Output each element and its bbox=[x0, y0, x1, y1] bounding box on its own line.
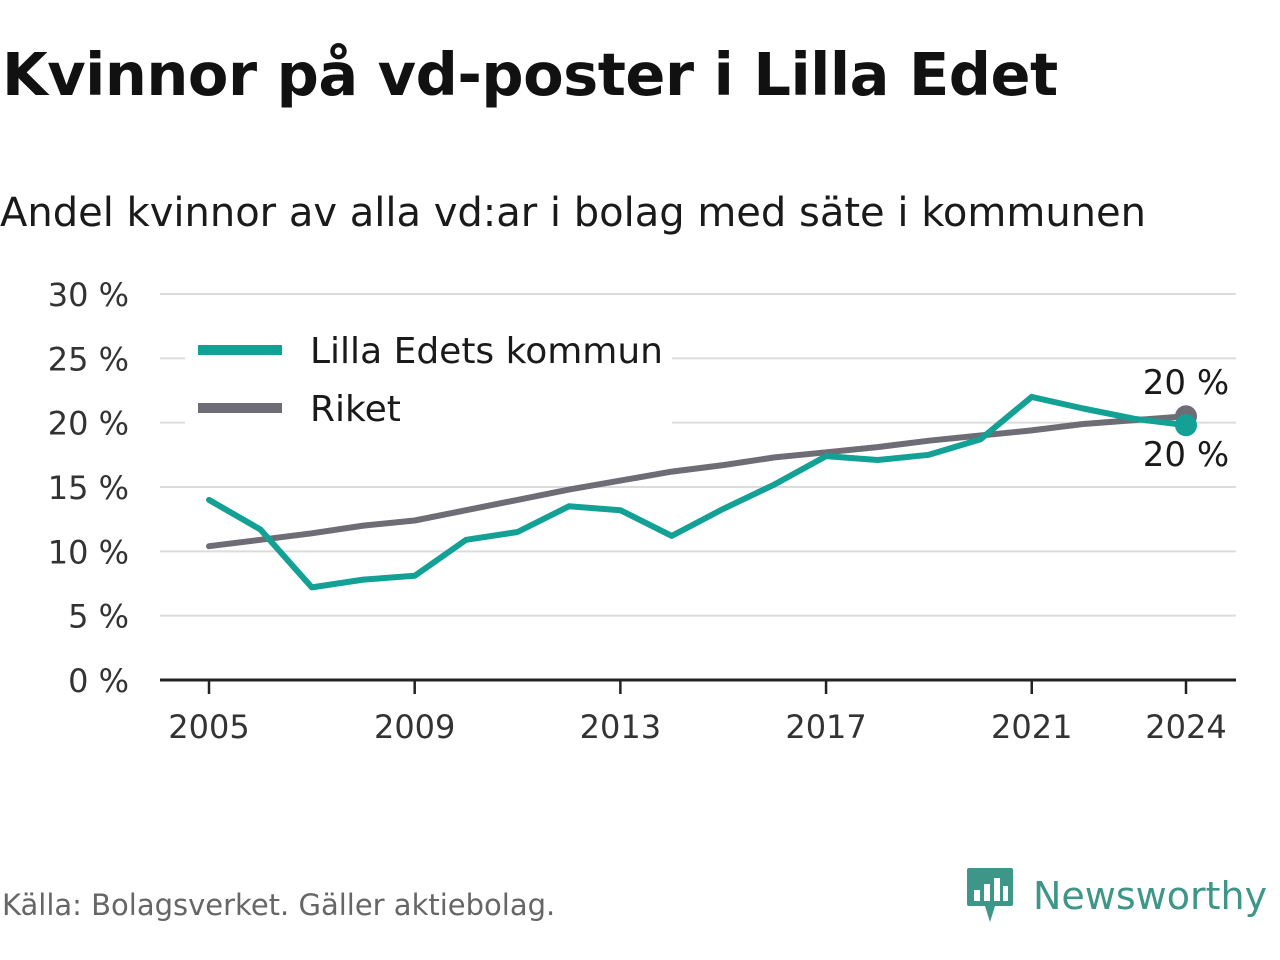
series-line bbox=[206, 393, 1189, 591]
chart-title: Kvinnor på vd-poster i Lilla Edet bbox=[2, 40, 1058, 109]
legend-label: Lilla Edets kommun bbox=[310, 331, 663, 372]
series-end-point bbox=[1175, 414, 1197, 437]
x-tick-label: 2005 bbox=[168, 708, 249, 746]
series-line bbox=[206, 413, 1189, 550]
x-axis-ticks: 2005 2009 2013 2017 2021 2024 bbox=[160, 678, 1236, 746]
x-tick-label: 2024 bbox=[1145, 708, 1226, 746]
brand-logo: Newsworthy bbox=[965, 866, 1267, 926]
legend: Lilla Edets kommun Riket bbox=[185, 322, 672, 430]
legend-label: Riket bbox=[310, 389, 401, 430]
y-tick-label: 30 % bbox=[48, 276, 129, 314]
chart-subtitle: Andel kvinnor av alla vd:ar i bolag med … bbox=[0, 190, 1146, 236]
end-label: 20 % bbox=[1143, 435, 1229, 475]
y-tick-label: 15 % bbox=[48, 469, 129, 507]
y-axis-tick-labels: 0 % 5 % 10 % 15 % 20 % 25 % 30 % bbox=[48, 276, 129, 700]
brand-name: Newsworthy bbox=[1033, 874, 1268, 918]
x-tick-label: 2017 bbox=[785, 708, 866, 746]
y-tick-label: 0 % bbox=[68, 662, 129, 700]
source-note: Källa: Bolagsverket. Gäller aktiebolag. bbox=[2, 888, 556, 922]
x-tick-label: 2009 bbox=[374, 708, 455, 746]
y-tick-label: 25 % bbox=[48, 340, 129, 378]
series-lines bbox=[206, 393, 1197, 591]
newsworthy-logo-icon bbox=[967, 868, 1013, 922]
end-labels: 20 % 20 % bbox=[1143, 363, 1229, 475]
y-tick-label: 10 % bbox=[48, 533, 129, 571]
y-tick-label: 5 % bbox=[68, 598, 129, 636]
end-label: 20 % bbox=[1143, 363, 1229, 403]
x-tick-label: 2021 bbox=[991, 708, 1072, 746]
y-tick-label: 20 % bbox=[48, 405, 129, 443]
x-tick-label: 2013 bbox=[580, 708, 661, 746]
